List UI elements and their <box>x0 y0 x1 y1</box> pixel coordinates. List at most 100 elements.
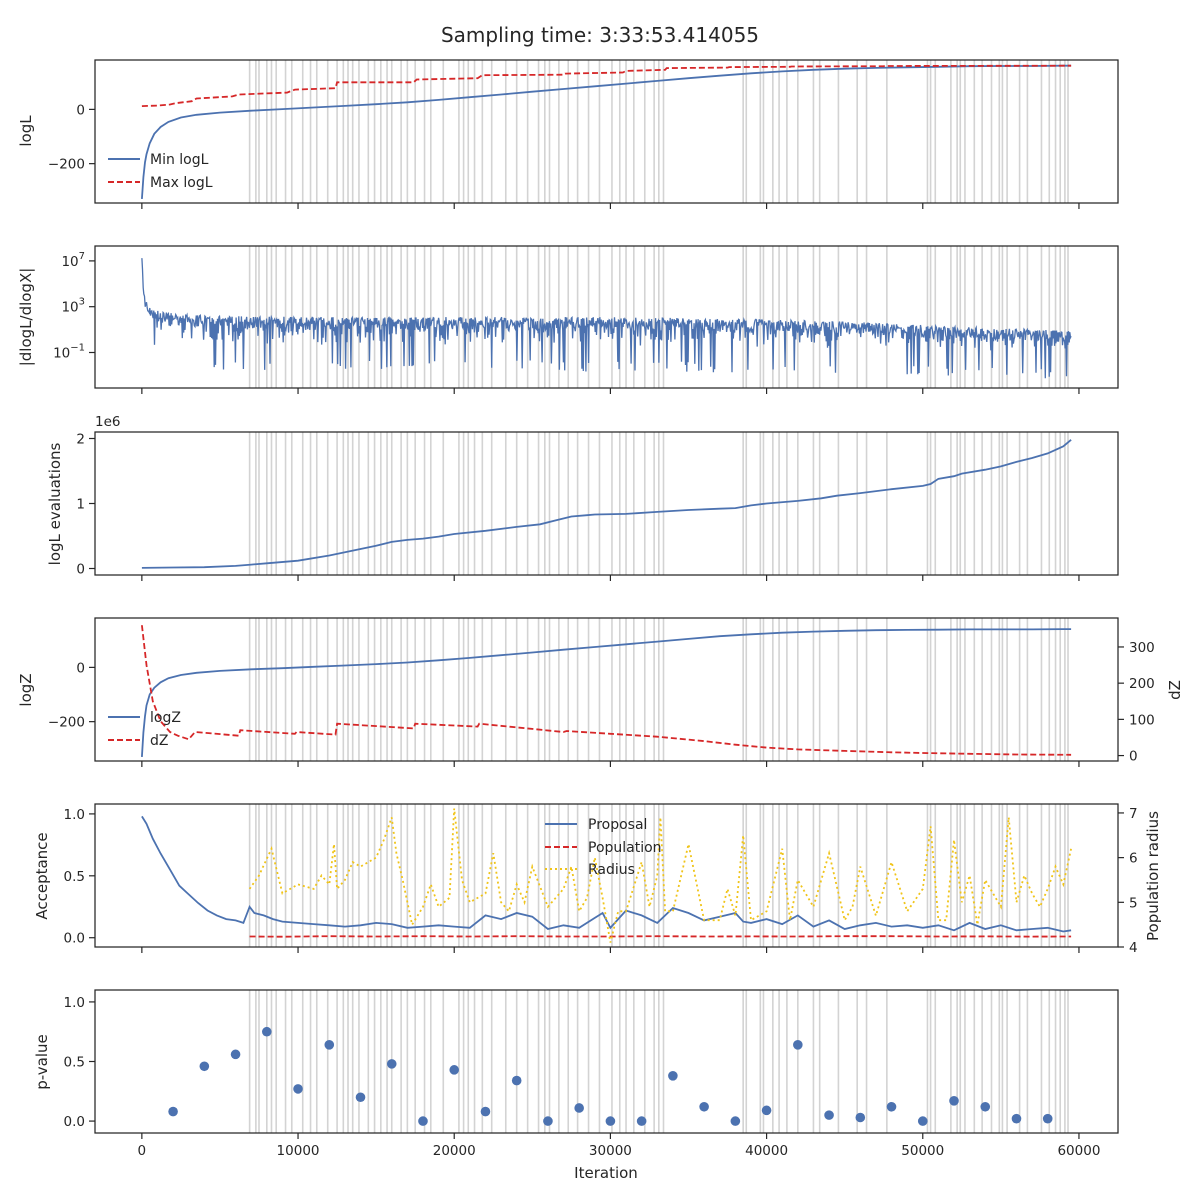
y-axis-label-right: dZ <box>1166 680 1184 700</box>
y-tick-label-right: 6 <box>1129 851 1138 867</box>
legend-label-radius: Radius <box>588 862 635 878</box>
data-point <box>886 1101 897 1112</box>
data-point <box>980 1101 991 1112</box>
data-point <box>574 1103 584 1113</box>
x-tick-label: 60000 <box>1057 1143 1100 1159</box>
legend-label-proposal: Proposal <box>588 817 647 833</box>
y-axis-label: Acceptance <box>33 832 51 919</box>
insertion-lines <box>248 60 1069 203</box>
y-tick-label-right: 200 <box>1129 676 1155 692</box>
data-point <box>543 1116 553 1126</box>
y-tick-label: 1.0 <box>64 807 85 823</box>
y-tick-label: 2 <box>76 432 85 448</box>
y-tick-label-right: 300 <box>1129 640 1155 656</box>
data-point <box>824 1110 834 1120</box>
insertion-lines <box>248 804 1069 947</box>
x-tick-label: 20000 <box>433 1143 476 1159</box>
y-tick-label: 0.0 <box>64 1114 85 1130</box>
data-point <box>230 1049 241 1060</box>
series-population-line <box>249 935 1072 938</box>
series-dlogl-dlogx-line <box>141 258 1072 379</box>
axes-frame <box>94 59 1119 204</box>
y-tick-label: 0.5 <box>64 1055 85 1071</box>
y-tick-label-right: 7 <box>1129 806 1138 822</box>
data-point <box>324 1040 335 1050</box>
series-evaluations-0-line <box>141 439 1072 569</box>
y-axis-label-right: Population radius <box>1144 811 1162 941</box>
figure-title: Sampling time: 3:33:53.414055 <box>441 23 759 47</box>
insertion-lines <box>248 618 1069 761</box>
panel-pvalue: 0 10000 20000 30000 40000 50000 60000 1.0 0.5 0.0… <box>33 989 1119 1182</box>
series-max-logl-line <box>141 64 1072 107</box>
series-proposal-line <box>141 815 1072 933</box>
data-point <box>480 1106 491 1117</box>
series-min-logl-line <box>141 64 1072 199</box>
y-tick-label: 0.5 <box>64 869 85 885</box>
data-point <box>761 1105 772 1116</box>
series-radius-line <box>248 808 1072 943</box>
legend-label-min-logl: Min logL <box>150 152 209 168</box>
legend: logZ dZ <box>108 710 181 749</box>
y-tick-label: 1 <box>76 497 85 513</box>
legend-label-population: Population <box>588 840 662 856</box>
y-tick-label-right: 100 <box>1129 712 1155 728</box>
insertion-lines <box>248 432 1069 575</box>
data-point <box>949 1096 959 1106</box>
y-tick-label: −200 <box>48 715 85 731</box>
y-axis-label: logL evaluations <box>46 442 64 565</box>
panel-loglikelihood: 0 −200 logL Min logL Max logL <box>17 59 1119 209</box>
y-tick-label-right: 0 <box>1129 749 1138 765</box>
legend: Min logL Max logL <box>108 152 213 191</box>
y-axis-label: logZ <box>17 673 35 706</box>
series-dz-line <box>141 625 1072 756</box>
data-point <box>168 1106 178 1117</box>
data-point <box>730 1116 741 1126</box>
y-tick-label-right: 5 <box>1129 895 1138 911</box>
y-axis-label: |dlogL/dlogX| <box>17 268 35 367</box>
legend-label-dz: dZ <box>150 733 168 749</box>
data-point <box>199 1061 210 1072</box>
y-tick-label: 10−1 <box>53 343 85 362</box>
y-tick-label: 0 <box>76 102 85 118</box>
y-tick-label: 103 <box>61 297 85 316</box>
y-tick-label-right: 4 <box>1129 940 1138 956</box>
legend-label-logz: logZ <box>150 710 181 726</box>
data-point <box>1042 1113 1053 1124</box>
y-offset-label: 1e6 <box>95 414 120 430</box>
x-axis-label: Iteration <box>574 1164 638 1182</box>
data-point <box>293 1084 303 1094</box>
y-tick-label: 107 <box>61 251 85 270</box>
insertion-lines <box>248 246 1069 388</box>
data-point <box>262 1026 272 1037</box>
y-axis-label: p-value <box>33 1034 51 1090</box>
legend: Proposal Population Radius <box>545 817 662 878</box>
data-point <box>636 1116 647 1126</box>
data-point <box>386 1059 397 1069</box>
panel-dlogl-dlogx: 107 103 10−1 |dlogL/dlogX| <box>17 245 1119 394</box>
axes-frame <box>94 245 1119 389</box>
panel-evidence: 0 −200 300 200 100 0 logZ dZ logZ dZ <box>17 617 1184 767</box>
data-point <box>855 1112 866 1123</box>
y-tick-label: −200 <box>48 157 85 173</box>
y-tick-label: 1.0 <box>64 995 85 1011</box>
y-tick-label: 0 <box>76 660 85 676</box>
axes-frame <box>94 617 1119 762</box>
x-tick-label: 10000 <box>277 1143 320 1159</box>
x-tick-label: 40000 <box>745 1143 788 1159</box>
data-point <box>1011 1113 1022 1124</box>
data-point <box>355 1092 366 1103</box>
y-tick-label: 0.0 <box>64 931 85 947</box>
x-tick-label: 0 <box>138 1143 147 1159</box>
panel-evaluations: 0 1 2 1e6 logL evaluations <box>46 414 1119 581</box>
x-tick-label: 30000 <box>589 1143 632 1159</box>
y-tick-label: 0 <box>76 562 85 578</box>
legend-label-max-logl: Max logL <box>150 175 213 191</box>
data-point <box>699 1101 709 1112</box>
y-axis-label: logL <box>17 115 35 147</box>
data-point <box>449 1065 460 1075</box>
data-point <box>511 1075 522 1086</box>
data-point <box>917 1116 928 1126</box>
series-logz-line <box>141 628 1072 757</box>
data-point <box>418 1116 428 1126</box>
